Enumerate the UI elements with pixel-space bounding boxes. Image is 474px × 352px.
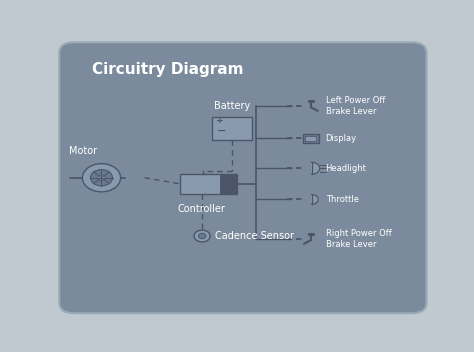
Circle shape bbox=[82, 164, 120, 192]
Text: Circuitry Diagram: Circuitry Diagram bbox=[92, 62, 244, 77]
FancyBboxPatch shape bbox=[305, 136, 317, 141]
Text: +: + bbox=[217, 116, 224, 125]
Circle shape bbox=[194, 230, 210, 242]
Text: Left Power Off
Brake Lever: Left Power Off Brake Lever bbox=[326, 96, 385, 116]
FancyBboxPatch shape bbox=[181, 174, 237, 194]
Text: Throttle: Throttle bbox=[326, 195, 358, 204]
Text: Display: Display bbox=[326, 134, 357, 143]
Text: Motor: Motor bbox=[69, 146, 97, 156]
Circle shape bbox=[91, 170, 112, 186]
Polygon shape bbox=[311, 195, 318, 204]
FancyBboxPatch shape bbox=[59, 42, 427, 313]
Text: Headlight: Headlight bbox=[326, 164, 366, 173]
Text: Battery: Battery bbox=[214, 101, 250, 111]
Text: Controller: Controller bbox=[178, 203, 226, 214]
Text: Right Power Off
Brake Lever: Right Power Off Brake Lever bbox=[326, 229, 392, 249]
FancyBboxPatch shape bbox=[220, 174, 237, 194]
Circle shape bbox=[98, 175, 105, 181]
Text: Cadence Sensor: Cadence Sensor bbox=[215, 231, 294, 241]
Circle shape bbox=[199, 233, 206, 239]
Text: −: − bbox=[217, 126, 226, 136]
FancyBboxPatch shape bbox=[212, 117, 252, 140]
Polygon shape bbox=[311, 162, 319, 174]
FancyBboxPatch shape bbox=[303, 134, 319, 143]
